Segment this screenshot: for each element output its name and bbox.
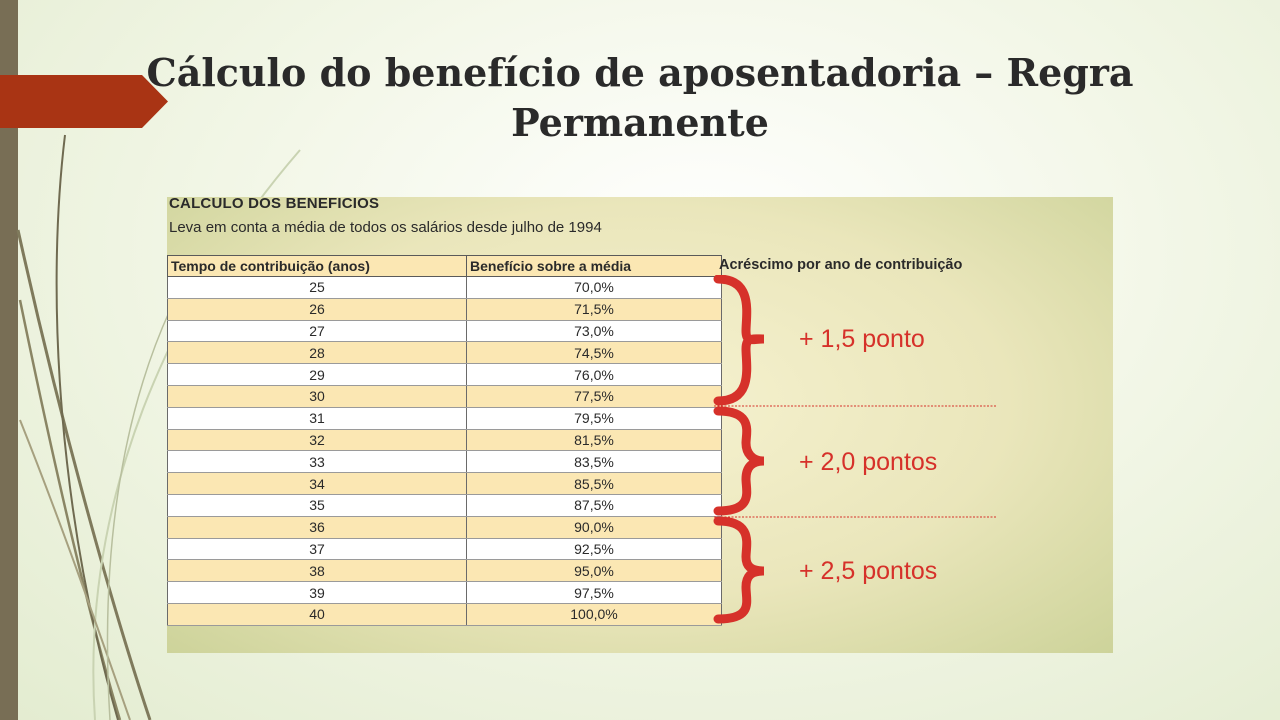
image-heading: CALCULO DOS BENEFICIOS xyxy=(169,197,380,212)
benefit-cell: 83,5% xyxy=(466,450,722,474)
brace-1 xyxy=(713,275,765,406)
years-cell: 29 xyxy=(167,363,467,386)
increment-label: + 2,0 pontos xyxy=(799,448,938,476)
table-row: 33 83,5% xyxy=(167,450,722,474)
column-header: Tempo de contribuição (anos) xyxy=(167,255,467,277)
column-header: Benefício sobre a média xyxy=(466,255,722,277)
benefit-table-image: CALCULO DOS BENEFICIOS Leva em conta a m… xyxy=(167,197,1113,653)
years-cell: 26 xyxy=(167,297,467,321)
benefit-cell: 77,5% xyxy=(466,384,722,408)
benefit-cell: 90,0% xyxy=(466,515,722,539)
years-cell: 32 xyxy=(167,428,467,452)
benefit-cell: 87,5% xyxy=(466,493,722,517)
table-row: 31 79,5% xyxy=(167,406,722,430)
years-cell: 38 xyxy=(167,559,467,583)
benefit-cell: 95,0% xyxy=(466,559,722,583)
table-row: 37 92,5% xyxy=(167,537,722,561)
table-row: 28 74,5% xyxy=(167,341,722,365)
table-row: 29 76,0% xyxy=(167,363,722,386)
benefit-cell: 92,5% xyxy=(466,537,722,561)
table-row: 32 81,5% xyxy=(167,428,722,452)
benefit-cell: 79,5% xyxy=(466,406,722,430)
years-cell: 34 xyxy=(167,472,467,495)
benefit-cell: 85,5% xyxy=(466,472,722,495)
table-row: 34 85,5% xyxy=(167,472,722,495)
slide-title: Cálculo do benefício de aposentadoria – … xyxy=(146,50,1134,145)
table-row: 35 87,5% xyxy=(167,493,722,517)
table-row: 30 77,5% xyxy=(167,384,722,408)
years-cell: 33 xyxy=(167,450,467,474)
table-row: 40 100,0% xyxy=(167,602,722,626)
years-cell: 27 xyxy=(167,319,467,343)
table-row: 38 95,0% xyxy=(167,559,722,583)
table-row: 39 97,5% xyxy=(167,581,722,604)
left-accent-bar xyxy=(0,0,18,720)
table-row: 25 70,0% xyxy=(167,276,722,299)
benefit-table: Tempo de contribuição (anos) Benefício s… xyxy=(167,255,722,626)
table-row: 26 71,5% xyxy=(167,297,722,321)
image-subtitle: Leva em conta a média de todos os salári… xyxy=(169,219,602,236)
benefit-cell: 71,5% xyxy=(466,297,722,321)
years-cell: 36 xyxy=(167,515,467,539)
years-cell: 28 xyxy=(167,341,467,365)
years-cell: 37 xyxy=(167,537,467,561)
benefit-cell: 76,0% xyxy=(466,363,722,386)
years-cell: 31 xyxy=(167,406,467,430)
years-cell: 30 xyxy=(167,384,467,408)
brace-3 xyxy=(713,516,765,624)
benefit-cell: 73,0% xyxy=(466,319,722,343)
benefit-cell: 81,5% xyxy=(466,428,722,452)
benefit-cell: 97,5% xyxy=(466,581,722,604)
increment-label: + 1,5 ponto xyxy=(799,325,925,353)
decorative-curves xyxy=(16,134,301,720)
increment-label: + 2,5 pontos xyxy=(799,557,938,585)
years-cell: 40 xyxy=(167,602,467,626)
years-cell: 25 xyxy=(167,276,467,299)
benefit-cell: 70,0% xyxy=(466,276,722,299)
increment-header: Acréscimo por ano de contribuição xyxy=(719,257,963,273)
benefit-cell: 100,0% xyxy=(466,602,722,626)
title-flag-shape xyxy=(0,75,168,128)
years-cell: 35 xyxy=(167,493,467,517)
brace-2 xyxy=(713,406,765,516)
table-row: 27 73,0% xyxy=(167,319,722,343)
table-row: 36 90,0% xyxy=(167,515,722,539)
benefit-cell: 74,5% xyxy=(466,341,722,365)
years-cell: 39 xyxy=(167,581,467,604)
brace-group xyxy=(713,275,997,624)
